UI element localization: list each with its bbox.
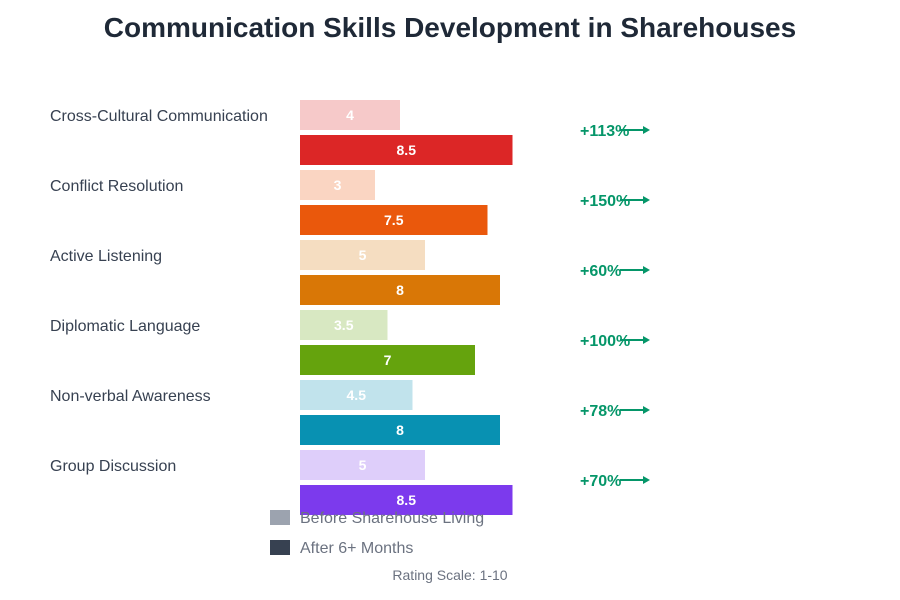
change-label: +150% — [580, 193, 630, 210]
arrow-icon — [643, 476, 650, 484]
bar-after — [300, 415, 500, 445]
arrow-icon — [643, 266, 650, 274]
data-label-before: 4.5 — [347, 387, 367, 403]
chart-title: Communication Skills Development in Shar… — [103, 12, 797, 43]
arrow-icon — [643, 406, 650, 414]
change-label: +60% — [580, 263, 621, 280]
category-label: Conflict Resolution — [50, 178, 183, 195]
data-label-after: 8.5 — [397, 142, 417, 158]
data-label-before: 5 — [359, 457, 367, 473]
bar-before — [300, 170, 375, 200]
category-label: Diplomatic Language — [50, 318, 200, 335]
data-label-before: 5 — [359, 247, 367, 263]
arrow-icon — [643, 336, 650, 344]
bar-after — [300, 345, 475, 375]
change-label: +113% — [580, 123, 629, 140]
data-label-after: 8 — [396, 282, 404, 298]
bar-before — [300, 240, 425, 270]
bar-after — [300, 485, 513, 515]
change-label: +70% — [580, 473, 621, 490]
bar-before — [300, 310, 388, 340]
data-label-after: 7.5 — [384, 212, 404, 228]
legend-swatch — [270, 510, 290, 525]
arrow-icon — [643, 196, 650, 204]
data-label-after: 8.5 — [397, 492, 417, 508]
bar-after — [300, 205, 488, 235]
data-label-before: 4 — [346, 107, 354, 123]
legend-label: Before Sharehouse Living — [300, 510, 484, 527]
data-label-after: 7 — [384, 352, 392, 368]
data-label-before: 3 — [334, 177, 342, 193]
scale-note: Rating Scale: 1-10 — [392, 567, 507, 583]
category-label: Active Listening — [50, 248, 162, 265]
category-label: Cross-Cultural Communication — [50, 108, 268, 125]
legend-label: After 6+ Months — [300, 540, 413, 557]
change-label: +78% — [580, 403, 621, 420]
change-label: +100% — [580, 333, 630, 350]
bar-before — [300, 450, 425, 480]
legend-swatch — [270, 540, 290, 555]
bar-before — [300, 380, 413, 410]
arrow-icon — [643, 126, 650, 134]
category-label: Non-verbal Awareness — [50, 388, 211, 405]
category-label: Group Discussion — [50, 458, 176, 475]
bar-after — [300, 275, 500, 305]
bar-after — [300, 135, 513, 165]
bar-before — [300, 100, 400, 130]
data-label-before: 3.5 — [334, 317, 354, 333]
data-label-after: 8 — [396, 422, 404, 438]
